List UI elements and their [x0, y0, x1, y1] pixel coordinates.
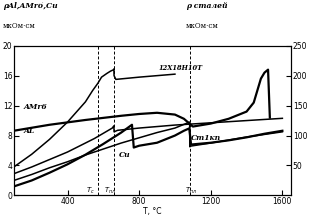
Text: ρAl,AMrб,Cu: ρAl,AMrб,Cu — [3, 2, 58, 10]
X-axis label: T, °C: T, °C — [143, 207, 162, 216]
Text: $T_c$: $T_c$ — [86, 185, 95, 196]
Text: мкОм·см: мкОм·см — [186, 22, 219, 30]
Text: ρ сталей: ρ сталей — [186, 2, 228, 10]
Text: мкОм·см: мкОм·см — [3, 22, 36, 30]
Text: $T_{пл}$: $T_{пл}$ — [104, 185, 116, 196]
Text: AL: AL — [24, 127, 35, 135]
Text: Ст1кп: Ст1кп — [191, 134, 221, 142]
Text: $T_{пл}$: $T_{пл}$ — [185, 185, 197, 196]
Text: 12X18H10T: 12X18H10T — [159, 64, 203, 72]
Text: AMr6: AMr6 — [24, 103, 47, 111]
Text: Cu: Cu — [119, 150, 131, 159]
